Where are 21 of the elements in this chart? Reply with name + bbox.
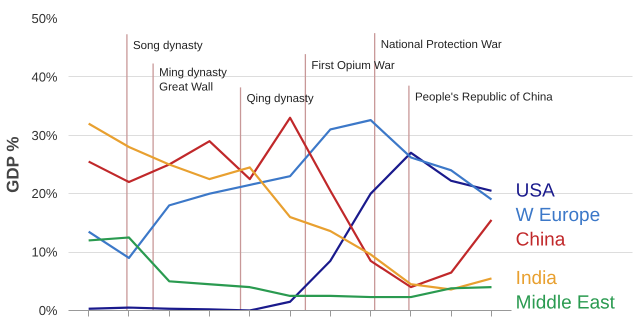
line-series — [88, 236, 493, 298]
series-label: W Europe — [516, 204, 600, 226]
series-label: USA — [516, 180, 556, 202]
annotation: National Protection War — [380, 38, 502, 51]
y-tick-label: 20% — [31, 186, 58, 202]
y-tick-label: 50% — [31, 11, 58, 26]
annotation: Qing dynasty — [246, 93, 314, 106]
y-axis-title: GDP % — [3, 136, 22, 193]
annotation: First Opium War — [311, 60, 395, 72]
annotation: Ming dynasty Great Wall — [159, 67, 228, 94]
y-tick-label: 0% — [38, 303, 58, 318]
y-tick-label: 10% — [31, 244, 58, 260]
line-series — [88, 152, 493, 310]
line-series — [88, 119, 493, 260]
series-label: India — [516, 268, 558, 289]
annotation: Song dynasty — [132, 40, 203, 52]
series-label: Middle East — [516, 292, 616, 314]
annotation: People's Republic of China — [414, 91, 554, 104]
y-tick-label: 40% — [31, 69, 58, 84]
y-tick-label: 30% — [31, 128, 58, 143]
series-label: China — [516, 229, 566, 250]
